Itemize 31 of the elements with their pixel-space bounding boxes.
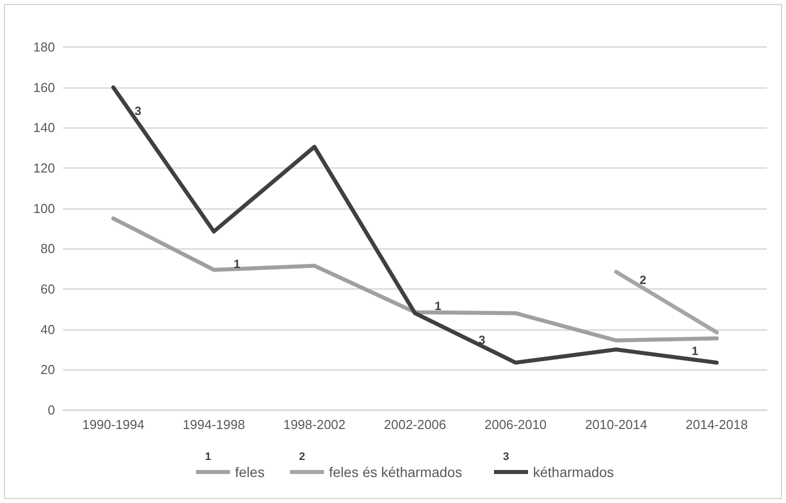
annotation: 2 — [640, 273, 647, 287]
y-tick-label: 0 — [48, 402, 55, 418]
text: 2 — [298, 451, 306, 463]
annotation: 1 — [692, 344, 699, 358]
x-tick-label: 1994-1998 — [182, 417, 245, 432]
x-tick-label: 2006-2010 — [484, 417, 547, 432]
x-tick-label: 1990-1994 — [82, 417, 144, 432]
line-series — [111, 85, 719, 365]
legend-label: feles — [235, 464, 265, 480]
y-tick-label: 40 — [40, 322, 55, 337]
annotation: 1 — [434, 299, 442, 313]
x-tick-label: 2002-2006 — [384, 417, 446, 432]
y-tick-label: 20 — [40, 362, 55, 378]
x-tick-label: 2014-2018 — [686, 417, 748, 432]
annotation: 3 — [134, 104, 142, 118]
line-series — [111, 216, 719, 342]
annotation: 1 — [234, 257, 241, 271]
x-tick-label: 2010-2014 — [585, 417, 648, 432]
text: 1 — [204, 451, 212, 463]
y-tick-label: 160 — [33, 80, 55, 95]
y-tick-label: 180 — [33, 40, 55, 54]
y-tick-label: 100 — [33, 200, 55, 216]
legend-label: feles és kétharmados — [329, 464, 462, 480]
text: 3 — [502, 451, 510, 463]
y-tick-label: 120 — [33, 160, 55, 176]
y-tick-label: 60 — [40, 282, 55, 296]
y-tick-label: 140 — [33, 120, 55, 136]
annotation: 3 — [478, 333, 486, 347]
y-tick-label: 80 — [40, 241, 55, 256]
x-tick-label: 1998-2002 — [283, 417, 346, 432]
legend-label: kétharmados — [533, 464, 614, 480]
